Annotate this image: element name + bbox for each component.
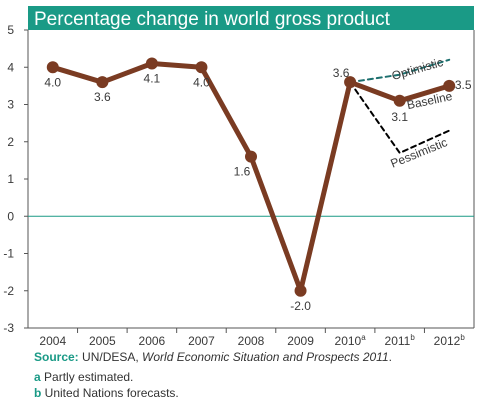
- series-line-baseline: [50, 61, 452, 294]
- x-tick-superscript: b: [460, 333, 465, 342]
- y-tick-label: 1: [7, 172, 14, 186]
- footnote-a-text: Partly estimated.: [40, 370, 134, 384]
- x-tick-label: 2004: [39, 334, 66, 348]
- data-label: 3.1: [391, 110, 408, 124]
- lines-layer: [50, 58, 452, 294]
- y-tick-label: 5: [7, 23, 14, 37]
- series-line-optimistic: [349, 58, 451, 84]
- footnote-b-key: b: [34, 386, 42, 400]
- y-tick-label: -3: [3, 321, 14, 335]
- x-tick-label: 2009: [287, 334, 314, 348]
- data-point: [195, 61, 208, 74]
- footnote-a: a Partly estimated.: [34, 370, 133, 384]
- source-publication: World Economic Situation and Prospects 2…: [142, 350, 389, 364]
- data-label: 4.0: [193, 75, 210, 89]
- data-point: [46, 61, 59, 74]
- series-line-pessimistic: [349, 81, 451, 154]
- x-tick-label: 2012b: [434, 333, 466, 348]
- y-tick-label: 2: [7, 135, 14, 149]
- x-tick-label: 2008: [238, 334, 265, 348]
- x-tick-label: 2011b: [385, 333, 416, 348]
- y-tick-label: -2: [3, 284, 14, 298]
- x-tick-superscript: a: [361, 333, 366, 342]
- marks-layer: [46, 57, 456, 297]
- footnote-b-text: United Nations forecasts.: [41, 386, 179, 400]
- source-end: .: [388, 350, 392, 364]
- source-label: Source:: [34, 350, 79, 364]
- data-point: [96, 76, 109, 89]
- x-tick-label: 2010a: [335, 333, 367, 348]
- footnote-b: b United Nations forecasts.: [34, 386, 179, 400]
- y-tick-label: 0: [7, 209, 14, 223]
- data-label: 1.6: [234, 165, 251, 179]
- data-label: -2.0: [290, 299, 311, 313]
- footnote-a-key: a: [34, 370, 41, 384]
- data-point: [245, 150, 257, 163]
- axes-layer: [24, 29, 475, 333]
- y-tick-label: -1: [3, 247, 14, 261]
- data-point: [294, 284, 307, 297]
- data-label: 3.5: [455, 78, 472, 92]
- x-tick-label: 2005: [89, 334, 116, 348]
- data-label: 4.0: [44, 75, 61, 89]
- data-label: 3.6: [94, 90, 111, 104]
- data-point: [393, 94, 406, 107]
- y-tick-label: 3: [7, 98, 14, 112]
- data-label: 4.1: [144, 72, 161, 86]
- data-point: [145, 57, 158, 70]
- data-point: [443, 79, 456, 92]
- x-tick-label: 2006: [139, 334, 166, 348]
- title-bar: [28, 6, 474, 30]
- data-point: [344, 76, 357, 89]
- series-label-pessimistic: Pessimistic: [389, 135, 450, 170]
- chart-title: Percentage change in world gross product: [34, 9, 391, 30]
- data-label: 3.6: [333, 66, 350, 80]
- series-label-optimistic: Optimistic: [390, 55, 444, 83]
- source-note: Source: UN/DESA, World Economic Situatio…: [34, 350, 392, 364]
- source-text: UN/DESA,: [78, 350, 143, 364]
- y-tick-label: 4: [7, 60, 14, 74]
- x-tick-superscript: b: [410, 333, 415, 342]
- x-tick-label: 2007: [188, 334, 215, 348]
